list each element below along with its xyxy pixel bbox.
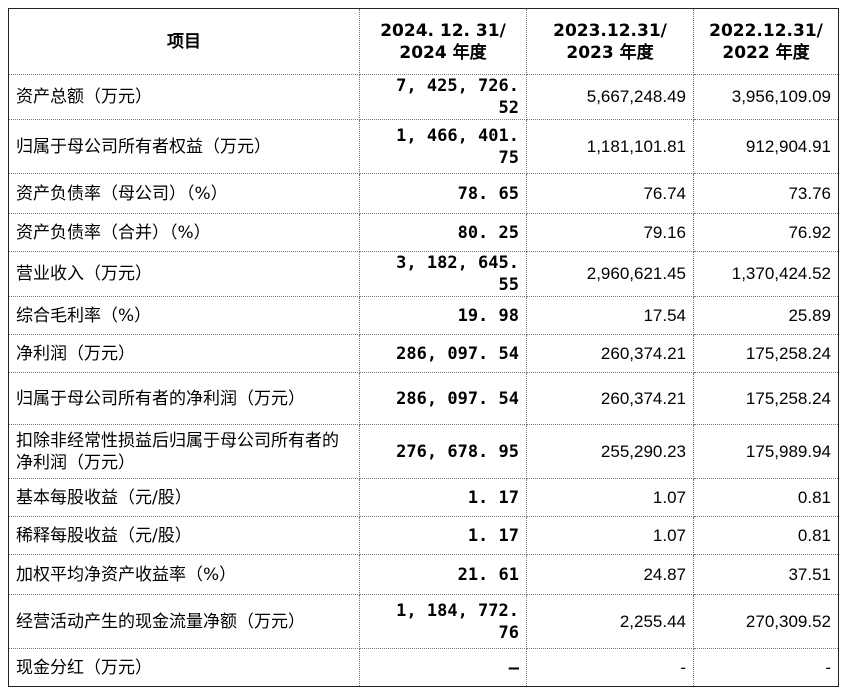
value-2024: 19. 98 <box>359 296 527 335</box>
value-2024: 1. 17 <box>359 478 527 517</box>
value-2024: – <box>359 648 527 687</box>
value-2022: 3,956,109.09 <box>693 74 839 120</box>
value-2023: 2,960,621.45 <box>526 251 694 297</box>
table-row: 资产总额（万元） 7, 425, 726. 52 5,667,248.49 3,956… <box>8 74 839 120</box>
value-2024: 1, 466, 401. 75 <box>359 119 527 174</box>
financial-data-table: 项目 2024. 12. 31/ 2024 年度 2023.12.31/ 202… <box>8 8 839 687</box>
table-row: 加权平均净资产收益率（%） 21. 61 24.87 37.51 <box>8 554 839 595</box>
header-2024-year: 2024 年度 <box>399 42 487 63</box>
table-row: 现金分红（万元） – - - <box>8 648 839 687</box>
table-row: 净利润（万元） 286, 097. 54 260,374.21 175,258.24 <box>8 334 839 373</box>
table-row: 扣除非经常性损益后归属于母公司所有者的净利润（万元） 276, 678. 95 25… <box>8 424 839 479</box>
value-2022: 175,258.24 <box>693 334 839 373</box>
table-row: 归属于母公司所有者权益（万元） 1, 466, 401. 75 1,181,101.… <box>8 119 839 174</box>
value-2023: 76.74 <box>526 173 694 214</box>
value-2023: 1.07 <box>526 516 694 555</box>
table-row: 基本每股收益（元/股） 1. 17 1.07 0.81 <box>8 478 839 517</box>
row-label: 现金分红（万元） <box>8 648 360 687</box>
value-2023: - <box>526 648 694 687</box>
row-label: 经营活动产生的现金流量净额（万元） <box>8 594 360 649</box>
row-label: 扣除非经常性损益后归属于母公司所有者的净利润（万元） <box>8 424 360 479</box>
value-2022: 1,370,424.52 <box>693 251 839 297</box>
value-2024: 7, 425, 726. 52 <box>359 74 527 120</box>
header-2024: 2024. 12. 31/ 2024 年度 <box>359 8 527 75</box>
value-2024: 1, 184, 772. 76 <box>359 594 527 649</box>
value-2022: 37.51 <box>693 554 839 595</box>
row-label: 加权平均净资产收益率（%） <box>8 554 360 595</box>
value-2023: 260,374.21 <box>526 372 694 425</box>
row-label: 资产负债率（母公司）（%） <box>8 173 360 214</box>
value-2023: 17.54 <box>526 296 694 335</box>
value-2022: 175,258.24 <box>693 372 839 425</box>
header-2023-date: 2023.12.31/ <box>553 20 667 41</box>
value-2023: 260,374.21 <box>526 334 694 373</box>
value-2023: 79.16 <box>526 213 694 252</box>
table-row: 营业收入（万元） 3, 182, 645. 55 2,960,621.45 1,370… <box>8 251 839 297</box>
table-row: 综合毛利率（%） 19. 98 17.54 25.89 <box>8 296 839 335</box>
value-2022: 0.81 <box>693 516 839 555</box>
value-2022: 175,989.94 <box>693 424 839 479</box>
header-2023-year: 2023 年度 <box>566 42 654 63</box>
value-2024: 80. 25 <box>359 213 527 252</box>
value-2024: 1. 17 <box>359 516 527 555</box>
value-2024: 276, 678. 95 <box>359 424 527 479</box>
header-2022: 2022.12.31/ 2022 年度 <box>693 8 839 75</box>
table-row: 资产负债率（合并）（%） 80. 25 79.16 76.92 <box>8 213 839 252</box>
value-2024: 21. 61 <box>359 554 527 595</box>
table-row: 归属于母公司所有者的净利润（万元） 286, 097. 54 260,374.21 1… <box>8 372 839 425</box>
table-row: 资产负债率（母公司）（%） 78. 65 76.74 73.76 <box>8 173 839 214</box>
value-2024: 286, 097. 54 <box>359 372 527 425</box>
value-2023: 1.07 <box>526 478 694 517</box>
value-2022: - <box>693 648 839 687</box>
value-2023: 255,290.23 <box>526 424 694 479</box>
row-label: 综合毛利率（%） <box>8 296 360 335</box>
value-2023: 2,255.44 <box>526 594 694 649</box>
header-item: 项目 <box>8 8 360 75</box>
value-2024: 78. 65 <box>359 173 527 214</box>
value-2024: 286, 097. 54 <box>359 334 527 373</box>
value-2022: 270,309.52 <box>693 594 839 649</box>
value-2022: 25.89 <box>693 296 839 335</box>
row-label: 资产负债率（合并）（%） <box>8 213 360 252</box>
row-label: 净利润（万元） <box>8 334 360 373</box>
table-row: 稀释每股收益（元/股） 1. 17 1.07 0.81 <box>8 516 839 555</box>
table-body: 资产总额（万元） 7, 425, 726. 52 5,667,248.49 3,956… <box>8 74 839 687</box>
header-2023: 2023.12.31/ 2023 年度 <box>526 8 694 75</box>
row-label: 营业收入（万元） <box>8 251 360 297</box>
value-2024: 3, 182, 645. 55 <box>359 251 527 297</box>
value-2023: 1,181,101.81 <box>526 119 694 174</box>
value-2023: 5,667,248.49 <box>526 74 694 120</box>
row-label: 基本每股收益（元/股） <box>8 478 360 517</box>
value-2022: 76.92 <box>693 213 839 252</box>
header-2022-date: 2022.12.31/ <box>709 20 823 41</box>
row-label: 归属于母公司所有者的净利润（万元） <box>8 372 360 425</box>
row-label: 稀释每股收益（元/股） <box>8 516 360 555</box>
row-label: 归属于母公司所有者权益（万元） <box>8 119 360 174</box>
header-2024-date: 2024. 12. 31/ <box>380 20 506 41</box>
row-label: 资产总额（万元） <box>8 74 360 120</box>
value-2022: 0.81 <box>693 478 839 517</box>
value-2022: 912,904.91 <box>693 119 839 174</box>
value-2023: 24.87 <box>526 554 694 595</box>
header-2022-year: 2022 年度 <box>722 42 810 63</box>
header-row: 项目 2024. 12. 31/ 2024 年度 2023.12.31/ 202… <box>8 8 839 75</box>
value-2022: 73.76 <box>693 173 839 214</box>
table-row: 经营活动产生的现金流量净额（万元） 1, 184, 772. 76 2,255.44… <box>8 594 839 649</box>
